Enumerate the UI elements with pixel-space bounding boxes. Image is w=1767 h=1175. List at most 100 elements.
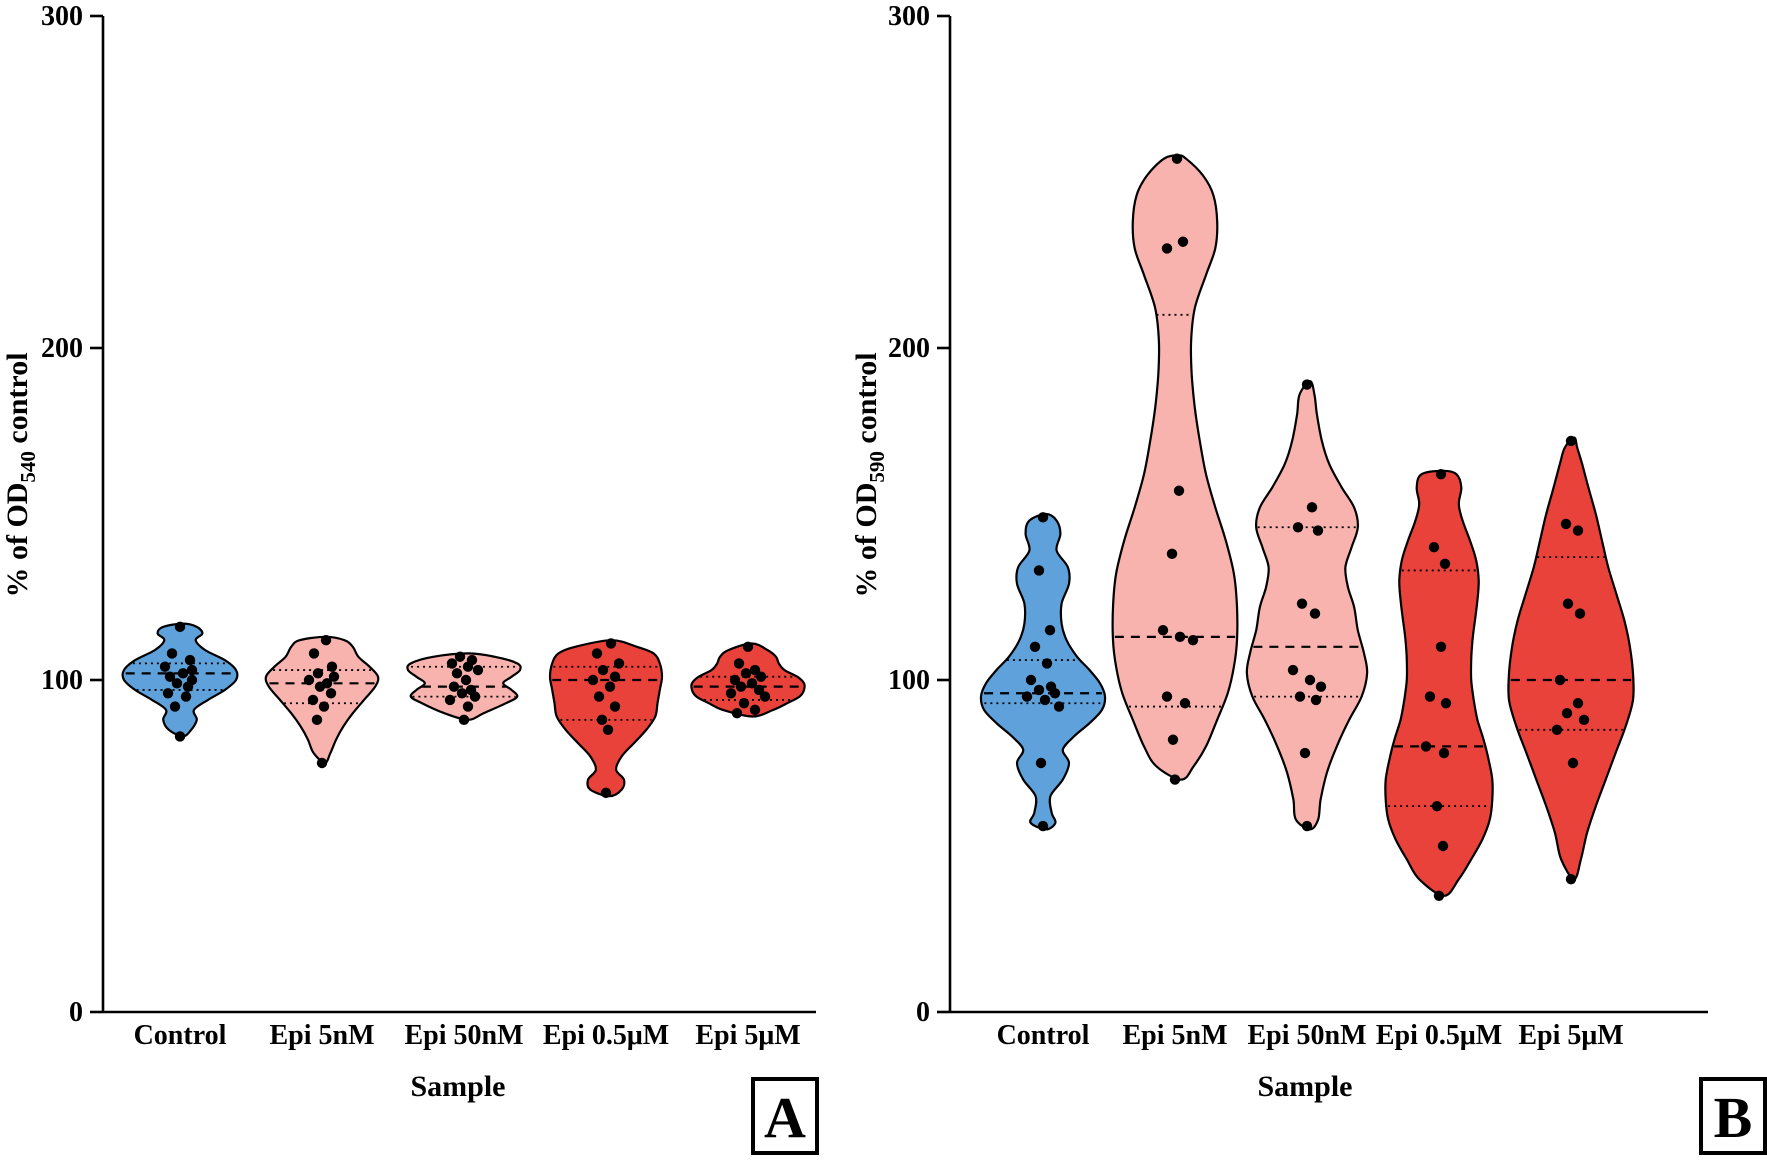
- data-point: [1037, 820, 1049, 832]
- data-point: [597, 664, 609, 676]
- data-point: [180, 691, 192, 702]
- violin-epi-50nm: [1245, 379, 1369, 832]
- data-point: [587, 674, 599, 686]
- data-point: [1437, 840, 1449, 852]
- violin-shape: [1111, 154, 1239, 781]
- category-label: Epi 50nM: [1247, 1020, 1366, 1051]
- data-point: [326, 661, 338, 672]
- data-point: [1161, 691, 1173, 702]
- data-point: [1033, 565, 1045, 576]
- data-point: [738, 698, 750, 709]
- data-point: [725, 688, 737, 699]
- data-point: [186, 664, 198, 676]
- data-point: [753, 684, 765, 696]
- category-label: Control: [134, 1020, 227, 1051]
- data-point: [729, 674, 741, 686]
- category-label: Epi 5nM: [269, 1020, 374, 1051]
- data-point: [166, 648, 178, 659]
- violin-shape: [979, 512, 1107, 831]
- data-point: [1301, 820, 1313, 832]
- panel-label-box: [1699, 1077, 1767, 1155]
- data-point: [164, 671, 176, 682]
- data-point: [609, 671, 621, 682]
- data-point: [1187, 634, 1199, 646]
- data-point: [328, 671, 340, 682]
- data-point: [1292, 522, 1304, 533]
- data-point: [174, 621, 186, 633]
- data-point: [1431, 800, 1443, 812]
- data-point: [1179, 698, 1191, 709]
- data-point: [316, 757, 328, 769]
- data-point: [1304, 674, 1316, 686]
- data-point: [740, 668, 752, 679]
- data-point: [171, 678, 183, 689]
- data-point: [454, 651, 466, 662]
- data-point: [1037, 512, 1049, 523]
- x-axis-label: Sample: [1257, 1070, 1352, 1103]
- data-point: [605, 638, 617, 649]
- data-point: [460, 674, 472, 686]
- data-point: [303, 674, 315, 686]
- data-point: [1561, 708, 1573, 719]
- data-point: [1562, 598, 1574, 609]
- data-point: [1021, 691, 1033, 702]
- data-point: [1439, 558, 1451, 569]
- violin-epi-0-5-m: [1384, 468, 1494, 901]
- data-point: [1554, 674, 1566, 686]
- data-point: [325, 688, 337, 699]
- data-point: [746, 678, 758, 689]
- data-point: [1161, 243, 1173, 254]
- data-point: [314, 681, 326, 692]
- data-point: [1438, 747, 1450, 759]
- violin-epi-0-5-m: [548, 638, 664, 799]
- data-point: [1169, 774, 1181, 785]
- violin-control: [121, 621, 239, 742]
- data-point: [458, 714, 470, 726]
- panel-label: A: [764, 1085, 806, 1150]
- data-point: [307, 694, 319, 706]
- data-point: [320, 634, 332, 646]
- y-tick-label: 0: [916, 997, 930, 1028]
- data-point: [469, 691, 481, 702]
- y-tick-label: 300: [888, 1, 930, 32]
- data-point: [749, 704, 761, 716]
- data-point: [446, 658, 458, 669]
- panel-label-box: [751, 1077, 819, 1155]
- data-point: [1435, 641, 1447, 652]
- data-point: [1572, 698, 1584, 709]
- data-point: [1428, 542, 1440, 553]
- data-point: [1174, 631, 1186, 643]
- data-point: [451, 668, 463, 679]
- y-tick-label: 0: [69, 997, 83, 1028]
- violin-epi-5-m: [1507, 435, 1635, 885]
- data-point: [1560, 518, 1572, 530]
- data-point: [1041, 658, 1053, 669]
- data-point: [1309, 608, 1321, 619]
- data-point: [759, 691, 771, 702]
- data-point: [444, 694, 456, 706]
- data-point: [1420, 741, 1432, 752]
- data-point: [1440, 698, 1452, 709]
- data-point: [1424, 691, 1436, 702]
- violin-epi-5-m: [690, 641, 806, 719]
- y-tick-label: 100: [41, 665, 83, 696]
- category-label: Control: [997, 1020, 1090, 1051]
- data-point: [731, 708, 743, 719]
- y-tick-label: 300: [41, 1, 83, 32]
- data-point: [602, 724, 614, 735]
- violin-epi-50nm: [406, 651, 522, 726]
- data-point: [182, 681, 194, 692]
- data-point: [1166, 548, 1178, 560]
- violin-epi-5nm: [1111, 153, 1239, 785]
- data-point: [1025, 674, 1037, 686]
- data-point: [742, 641, 754, 652]
- data-point: [318, 701, 330, 712]
- data-point: [604, 681, 616, 692]
- data-point: [462, 701, 474, 712]
- category-label: Epi 5nM: [1122, 1020, 1227, 1051]
- data-point: [1567, 757, 1579, 769]
- data-point: [1565, 435, 1577, 447]
- data-point: [462, 661, 474, 672]
- data-point: [1574, 608, 1586, 619]
